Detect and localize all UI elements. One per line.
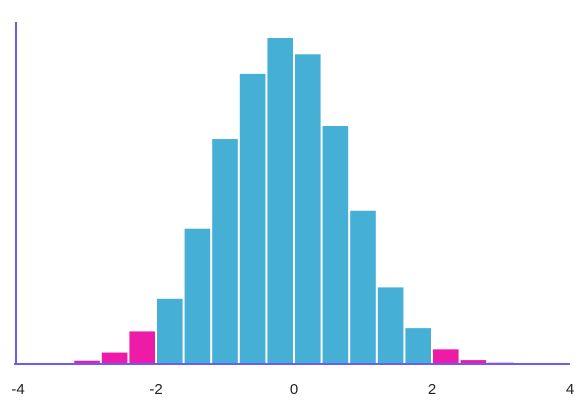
histogram-bar: [350, 210, 376, 364]
histogram-bar: [322, 126, 349, 365]
histogram-bar: [377, 287, 404, 364]
x-tick-label: 4: [566, 381, 574, 398]
histogram-bar: [184, 228, 211, 364]
x-tick-label: 2: [428, 381, 436, 398]
histogram-bars: [19, 38, 514, 365]
histogram-bar: [212, 139, 238, 364]
x-axis-ticks: -4 -2 0 2 4: [11, 381, 574, 398]
histogram-bar: [74, 360, 100, 364]
x-tick-label: -4: [11, 381, 24, 398]
histogram-bar: [129, 331, 155, 364]
x-tick-label: 0: [290, 381, 298, 398]
histogram-bar: [295, 54, 321, 365]
histogram-bar: [460, 360, 487, 364]
histogram-bar: [239, 73, 266, 365]
histogram-bar: [157, 298, 183, 364]
histogram-bar: [433, 349, 459, 364]
histogram-bar: [101, 352, 128, 364]
histogram-bar: [405, 328, 431, 364]
histogram-bar: [267, 38, 293, 364]
x-tick-label: -2: [149, 381, 162, 398]
